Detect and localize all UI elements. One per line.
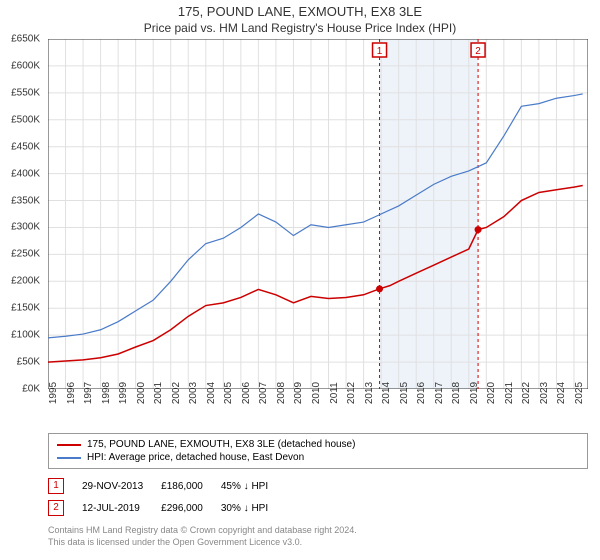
x-axis: 1995199619971998199920002001200220032004… [48,389,588,427]
y-tick-label: £500K [11,114,40,125]
sale-row: 2 12-JUL-2019£296,00030% ↓ HPI [48,497,286,519]
x-tick-label: 1999 [118,382,129,404]
x-tick-label: 2014 [381,382,392,404]
x-tick-label: 2012 [346,382,357,404]
x-tick-label: 2017 [434,382,445,404]
x-tick-label: 2020 [486,382,497,404]
x-tick-label: 2024 [556,382,567,404]
x-tick-label: 2004 [206,382,217,404]
y-tick-label: £250K [11,249,40,260]
x-tick-label: 2006 [241,382,252,404]
y-tick-label: £50K [17,357,40,368]
sale-date: 29-NOV-2013 [82,475,161,497]
x-tick-label: 2001 [153,382,164,404]
legend-swatch [57,457,81,459]
x-tick-label: 2000 [136,382,147,404]
chart-container: 175, POUND LANE, EXMOUTH, EX8 3LE Price … [0,0,600,560]
x-tick-label: 1997 [83,382,94,404]
sale-delta: 45% ↓ HPI [221,475,286,497]
x-tick-label: 2010 [311,382,322,404]
x-tick-label: 2002 [171,382,182,404]
sale-price: £296,000 [161,497,221,519]
sale-price: £186,000 [161,475,221,497]
sales-table: 1 29-NOV-2013£186,00045% ↓ HPI 2 12-JUL-201… [48,475,286,519]
x-tick-label: 2018 [451,382,462,404]
legend-swatch [57,444,81,446]
x-tick-label: 1995 [48,382,59,404]
legend: 175, POUND LANE, EXMOUTH, EX8 3LE (detac… [48,433,588,469]
x-tick-label: 2019 [469,382,480,404]
y-tick-label: £450K [11,141,40,152]
legend-label: 175, POUND LANE, EXMOUTH, EX8 3LE (detac… [87,439,355,450]
svg-text:1: 1 [377,46,383,57]
footer-line2: This data is licensed under the Open Gov… [48,537,588,549]
y-tick-label: £400K [11,168,40,179]
sale-row: 1 29-NOV-2013£186,00045% ↓ HPI [48,475,286,497]
x-tick-label: 2016 [416,382,427,404]
x-tick-label: 1998 [101,382,112,404]
x-tick-label: 2008 [276,382,287,404]
y-tick-label: £200K [11,276,40,287]
y-tick-label: £300K [11,222,40,233]
x-tick-label: 2005 [223,382,234,404]
y-tick-label: £350K [11,195,40,206]
chart-title: 175, POUND LANE, EXMOUTH, EX8 3LE [0,0,600,19]
x-tick-label: 2011 [329,382,340,404]
x-tick-label: 1996 [66,382,77,404]
chart-svg: 12 [48,39,588,389]
sale-marker-badge: 1 [48,478,64,494]
x-tick-label: 2025 [574,382,585,404]
x-tick-label: 2021 [504,382,515,404]
legend-label: HPI: Average price, detached house, East… [87,452,304,463]
x-tick-label: 2013 [364,382,375,404]
footer-attribution: Contains HM Land Registry data © Crown c… [48,525,588,548]
chart-plot-area: £0K£50K£100K£150K£200K£250K£300K£350K£40… [48,39,588,389]
legend-row: 175, POUND LANE, EXMOUTH, EX8 3LE (detac… [57,438,579,451]
x-tick-label: 2007 [258,382,269,404]
chart-subtitle: Price paid vs. HM Land Registry's House … [0,19,600,39]
sale-marker-badge: 2 [48,500,64,516]
y-axis: £0K£50K£100K£150K£200K£250K£300K£350K£40… [0,39,44,389]
footer-line1: Contains HM Land Registry data © Crown c… [48,525,588,537]
y-tick-label: £600K [11,60,40,71]
y-tick-label: £650K [11,34,40,45]
sale-delta: 30% ↓ HPI [221,497,286,519]
x-tick-label: 2022 [521,382,532,404]
y-tick-label: £150K [11,303,40,314]
x-tick-label: 2009 [293,382,304,404]
x-tick-label: 2003 [188,382,199,404]
legend-row: HPI: Average price, detached house, East… [57,451,579,464]
x-tick-label: 2023 [539,382,550,404]
y-tick-label: £550K [11,87,40,98]
svg-text:2: 2 [475,46,481,57]
y-tick-label: £100K [11,330,40,341]
x-tick-label: 2015 [399,382,410,404]
sale-date: 12-JUL-2019 [82,497,161,519]
y-tick-label: £0K [22,384,40,395]
